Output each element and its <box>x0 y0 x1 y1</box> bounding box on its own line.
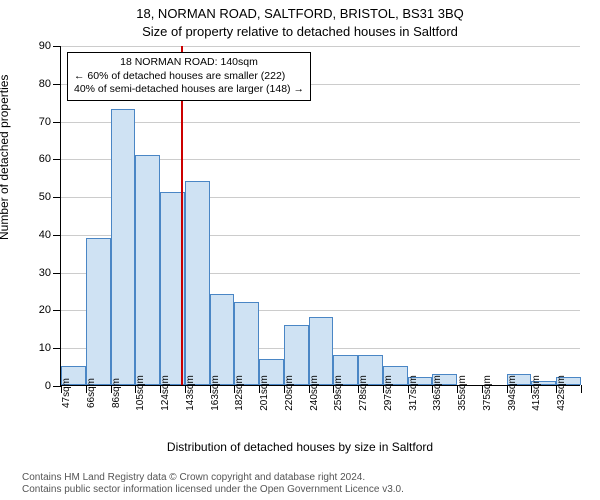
x-tick-label: 240sqm <box>309 375 320 411</box>
annotation-box: 18 NORMAN ROAD: 140sqm ← 60% of detached… <box>67 52 311 101</box>
y-tick-label: 20 <box>39 304 61 316</box>
x-tick-label: 86sqm <box>111 378 122 408</box>
histogram-bar <box>111 109 136 385</box>
chart-container: 18, NORMAN ROAD, SALTFORD, BRISTOL, BS31… <box>0 0 600 500</box>
title-sub: Size of property relative to detached ho… <box>0 24 600 39</box>
x-tick-label: 336sqm <box>432 375 443 411</box>
x-tick-label: 259sqm <box>333 375 344 411</box>
y-tick-label: 10 <box>39 342 61 354</box>
histogram-bar <box>86 238 111 385</box>
x-tick-label: 47sqm <box>61 378 72 408</box>
annotation-line-3: 40% of semi-detached houses are larger (… <box>74 83 304 97</box>
y-tick-label: 90 <box>39 40 61 52</box>
x-tick-label: 105sqm <box>135 375 146 411</box>
x-tick-label: 163sqm <box>210 375 221 411</box>
x-tick-label: 297sqm <box>383 375 394 411</box>
x-tick-label: 278sqm <box>358 375 369 411</box>
histogram-bar <box>234 302 259 385</box>
x-tick-label: 220sqm <box>284 375 295 411</box>
x-tick-label: 375sqm <box>482 375 493 411</box>
x-tick-label: 413sqm <box>531 375 542 411</box>
y-tick-label: 50 <box>39 191 61 203</box>
y-tick-label: 30 <box>39 267 61 279</box>
x-tick-label: 432sqm <box>556 375 567 411</box>
y-tick-label: 40 <box>39 229 61 241</box>
y-tick-label: 60 <box>39 153 61 165</box>
x-tick-label: 394sqm <box>507 375 518 411</box>
footer-attribution: Contains HM Land Registry data © Crown c… <box>0 472 600 496</box>
title-main: 18, NORMAN ROAD, SALTFORD, BRISTOL, BS31… <box>0 6 600 21</box>
grid-line <box>61 122 580 123</box>
y-axis-label: Number of detached properties <box>0 75 11 240</box>
y-tick-label: 0 <box>45 380 61 392</box>
footer-line-2: Contains public sector information licen… <box>0 484 600 496</box>
x-tick-label: 66sqm <box>86 378 97 408</box>
y-tick-label: 80 <box>39 78 61 90</box>
footer-line-1: Contains HM Land Registry data © Crown c… <box>0 472 600 484</box>
x-tick-label: 124sqm <box>160 375 171 411</box>
x-tick-label: 201sqm <box>259 375 270 411</box>
y-tick-label: 70 <box>39 116 61 128</box>
x-tick-label: 182sqm <box>234 375 245 411</box>
annotation-line-1: 18 NORMAN ROAD: 140sqm <box>74 56 304 70</box>
grid-line <box>61 46 580 47</box>
x-tick-label: 355sqm <box>457 375 468 411</box>
x-tick-label: 317sqm <box>408 375 419 411</box>
x-tick-label: 143sqm <box>185 375 196 411</box>
x-axis-label: Distribution of detached houses by size … <box>0 440 600 454</box>
annotation-line-2: ← 60% of detached houses are smaller (22… <box>74 70 304 84</box>
histogram-bar <box>210 294 235 385</box>
x-tick <box>581 385 582 393</box>
plot-area: 010203040506070809047sqm66sqm86sqm105sqm… <box>60 46 580 386</box>
histogram-bar <box>135 155 160 385</box>
histogram-bar <box>185 181 210 385</box>
